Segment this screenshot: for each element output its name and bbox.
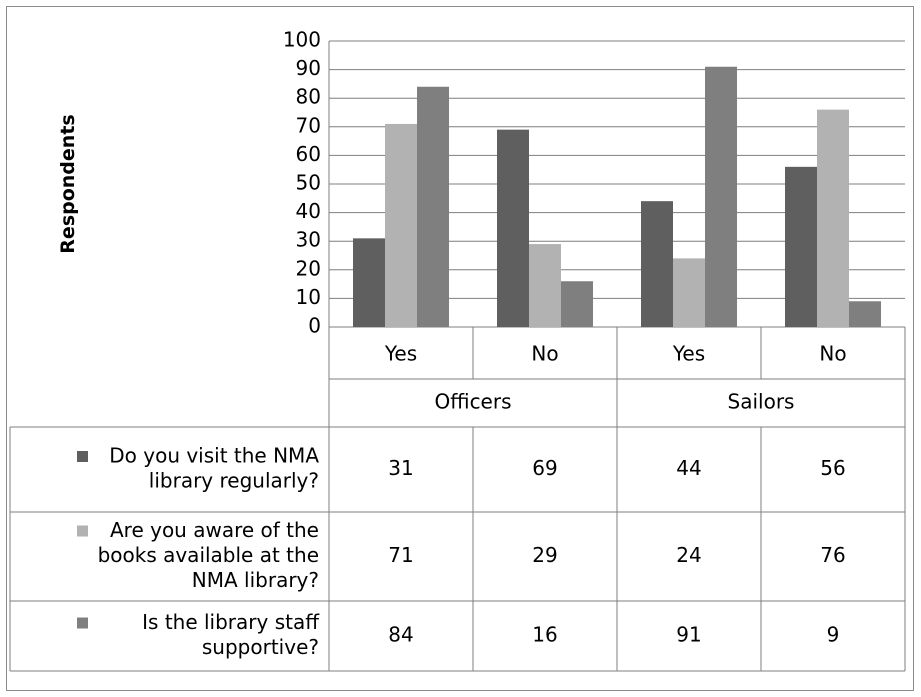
- bar-series-1-cat-3: [641, 201, 673, 327]
- y-tick-label: 0: [308, 314, 321, 338]
- legend-label: NMA library?: [192, 568, 319, 592]
- table-value-cell: 56: [820, 456, 845, 480]
- y-axis-title: Respondents: [57, 114, 79, 253]
- table-value-cell: 31: [388, 456, 413, 480]
- x-category-label: Yes: [672, 342, 705, 366]
- chart-frame: 0 10 20 30 40 50 60 70 80 90 100 Respondents Yes No Ye…: [6, 6, 914, 691]
- bar-series-2-cat-4: [817, 109, 849, 327]
- bar-series-1-cat-1: [353, 238, 385, 327]
- table-value-cell: 24: [676, 543, 701, 567]
- x-category-label: No: [819, 342, 846, 366]
- legend-swatch: [77, 617, 88, 629]
- y-tick-label: 20: [296, 256, 321, 280]
- bar-series-3-cat-4: [849, 301, 881, 327]
- y-tick-label: 60: [296, 142, 321, 166]
- y-tick-label: 10: [296, 285, 321, 309]
- legend-label: library regularly?: [149, 469, 319, 493]
- legend-label: supportive?: [202, 635, 319, 659]
- y-tick-label: 70: [296, 113, 321, 137]
- bar-series-2-cat-1: [385, 123, 417, 327]
- table-value-cell: 9: [827, 623, 840, 647]
- bar-series-2-cat-2: [529, 244, 561, 327]
- bar-series-3-cat-3: [705, 66, 737, 328]
- y-tick-label: 80: [296, 85, 321, 109]
- legend-label: Is the library staff: [142, 610, 320, 634]
- y-tick-label: 30: [296, 228, 321, 252]
- legend-label: Are you aware of the: [110, 518, 319, 542]
- table-value-cell: 16: [532, 623, 557, 647]
- legend-swatch: [77, 451, 88, 462]
- y-tick-label: 40: [296, 199, 321, 223]
- table-value-cell: 76: [820, 543, 845, 567]
- y-tick-label: 50: [296, 171, 321, 195]
- table-value-cell: 71: [388, 543, 413, 567]
- table-value-cell: 44: [676, 456, 701, 480]
- x-group-label: Officers: [434, 390, 511, 414]
- bar-series-3-cat-1: [417, 86, 449, 327]
- y-tick-label: 90: [296, 56, 321, 80]
- table-value-cell: 69: [532, 456, 557, 480]
- bar-series-1-cat-2: [497, 129, 529, 327]
- x-group-label: Sailors: [728, 390, 795, 414]
- legend-label: Do you visit the NMA: [109, 444, 319, 468]
- bar-series-3-cat-2: [561, 281, 593, 327]
- x-category-label: Yes: [384, 342, 417, 366]
- legend-label: books available at the: [98, 543, 319, 567]
- legend-swatch: [77, 525, 88, 537]
- bar-series-1-cat-4: [785, 166, 817, 327]
- x-category-label: No: [531, 342, 558, 366]
- table-value-cell: 91: [676, 623, 701, 647]
- bar-chart: 0 10 20 30 40 50 60 70 80 90 100 Respondents Yes No Ye…: [9, 28, 906, 672]
- y-tick-label: 100: [283, 28, 321, 52]
- bar-series-2-cat-3: [673, 258, 705, 327]
- table-value-cell: 84: [388, 623, 413, 647]
- table-value-cell: 29: [532, 543, 557, 567]
